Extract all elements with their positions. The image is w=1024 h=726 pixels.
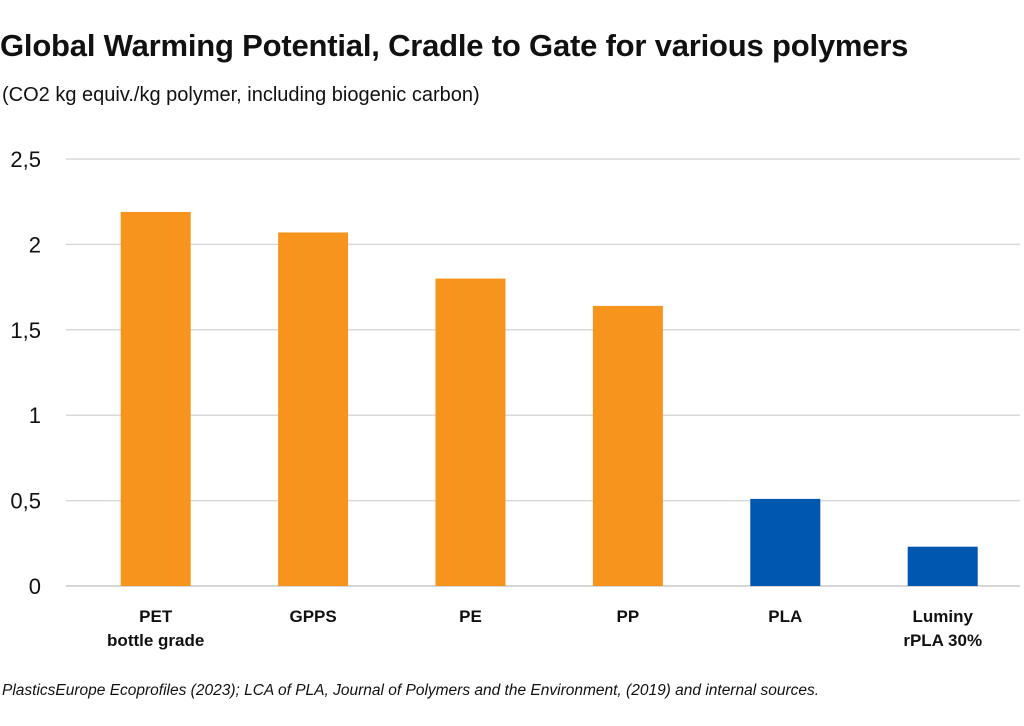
bar [750,498,821,586]
bar [278,232,349,586]
bar [592,305,663,586]
chart-subtitle: (CO2 kg equiv./kg polymer, including bio… [2,84,480,106]
x-tick-label: GPPS [289,607,336,626]
gridlines [66,158,1020,587]
bars [120,211,978,586]
x-tick-label: PE [459,607,482,626]
y-tick-label: 0,5 [10,489,41,514]
bar [435,278,506,586]
y-tick-label: 1 [29,403,41,428]
bar [907,546,978,586]
source-note: PlasticsEurope Ecoprofiles (2023); LCA o… [2,682,820,699]
y-tick-label: 0 [29,574,41,599]
x-tick-label: PLA [768,607,802,626]
x-tick-label: PET bottle grade [107,607,204,650]
x-axis-tick-labels: PET bottle grade GPPS PE PP PLA Luminy rPLA 30% [107,607,982,650]
x-tick-label: PP [617,607,640,626]
y-axis-tick-labels: 0 0,5 1 1,5 2 2,5 [10,147,41,599]
y-tick-label: 2 [29,232,41,257]
y-tick-label: 2,5 [10,147,41,172]
x-tick-label: Luminy rPLA 30% [903,607,982,650]
chart-title: Global Warming Potential, Cradle to Gate… [0,28,909,63]
y-tick-label: 1,5 [10,318,41,343]
bar [120,211,191,586]
